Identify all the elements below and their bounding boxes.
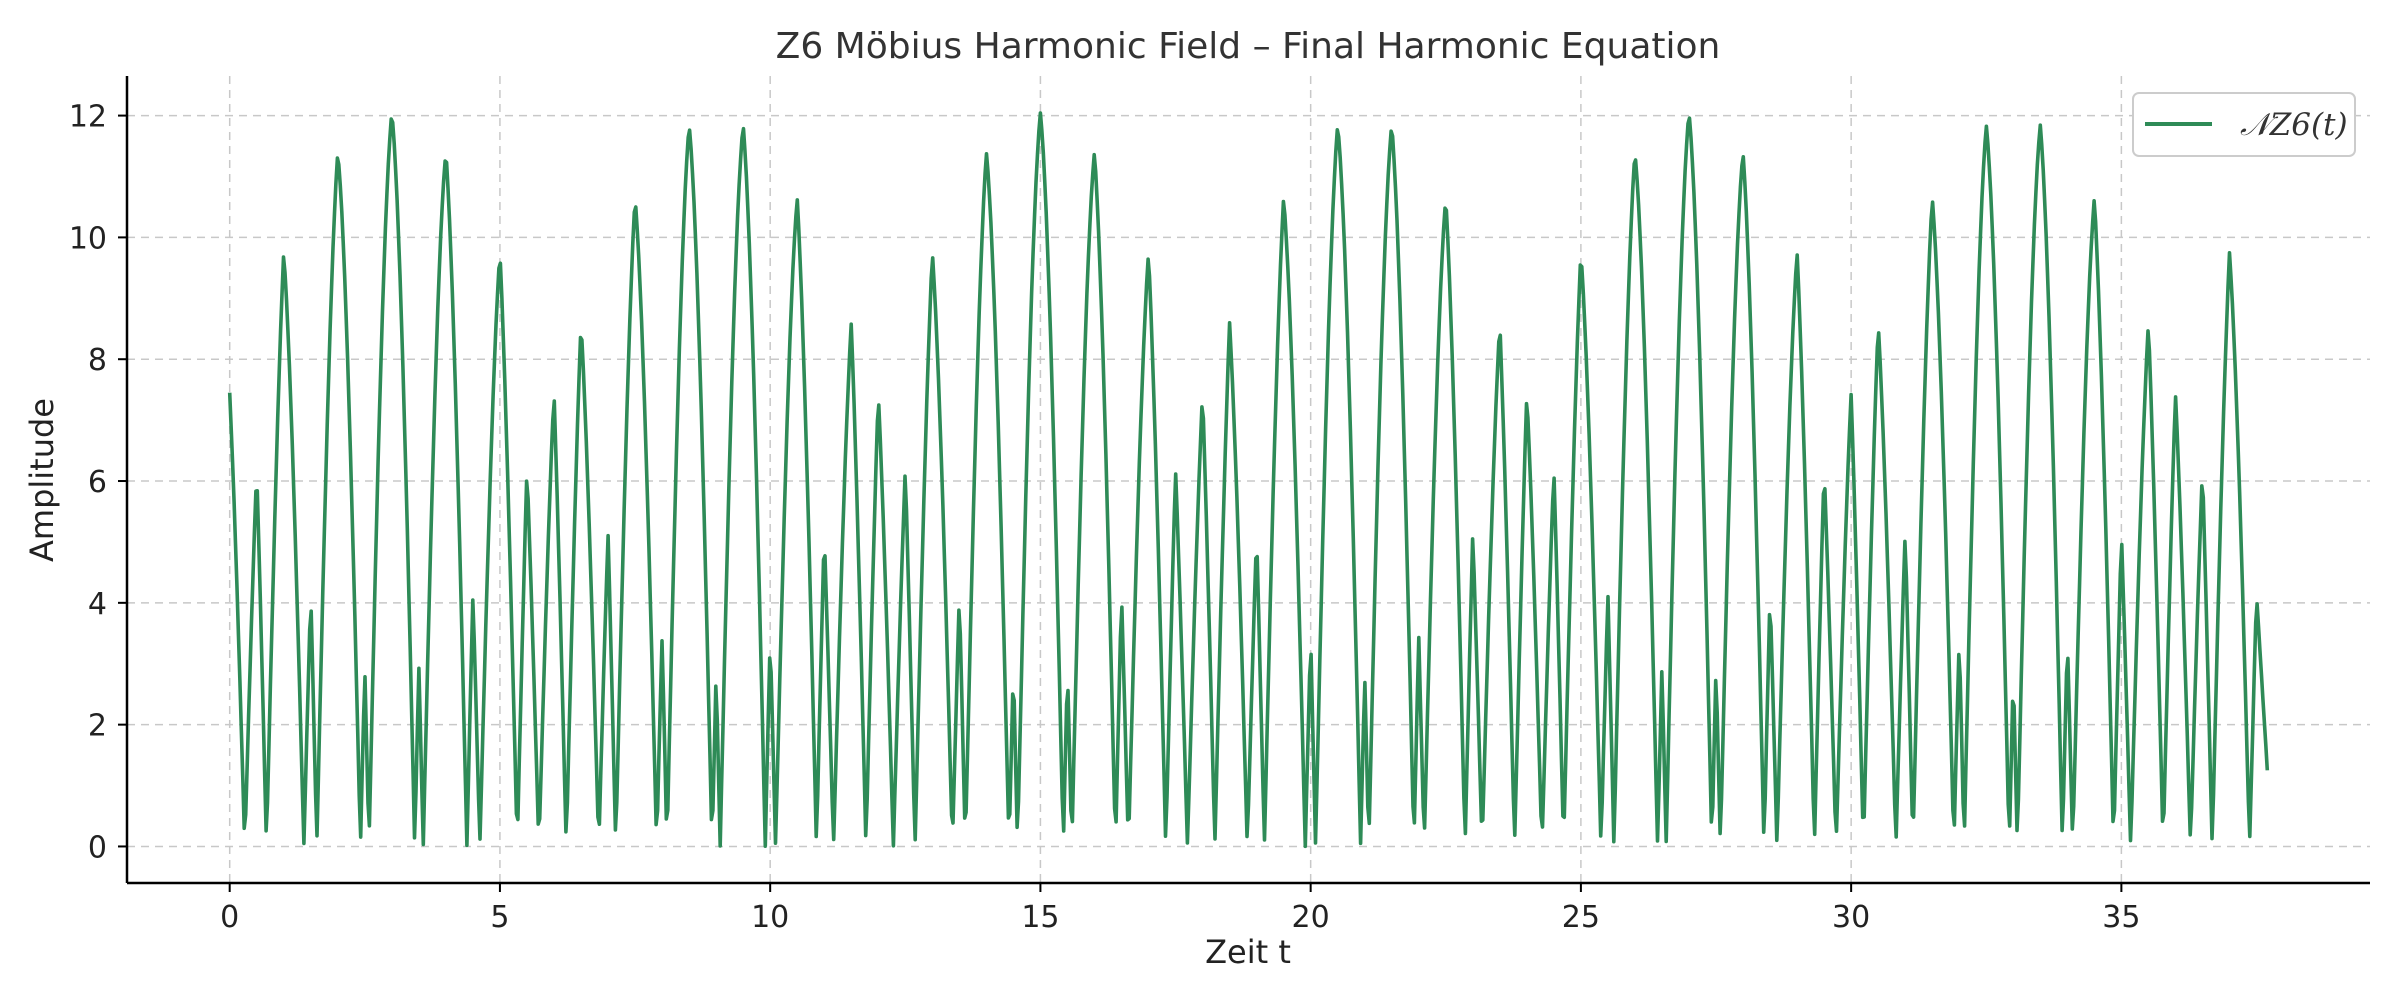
legend-label: 𝒩Z6(t) xyxy=(2240,107,2348,143)
series-line xyxy=(227,111,2270,849)
x-tick-label: 35 xyxy=(2102,900,2140,935)
y-tick-label: 10 xyxy=(69,221,107,256)
x-tick-label: 25 xyxy=(1562,900,1600,935)
y-tick-label: 12 xyxy=(69,100,107,135)
y-tick-label: 2 xyxy=(88,709,107,744)
x-tick-label: 20 xyxy=(1292,900,1330,935)
y-tick-label: 0 xyxy=(88,830,107,865)
x-tick-label: 10 xyxy=(751,900,789,935)
y-tick-label: 8 xyxy=(88,343,107,378)
series-group xyxy=(227,111,2270,849)
x-ticks: 0 5 10 15 20 25 30 35 xyxy=(220,883,2140,935)
y-tick-label: 6 xyxy=(88,465,107,500)
x-tick-label: 5 xyxy=(490,900,509,935)
y-tick-label: 4 xyxy=(88,587,107,622)
chart-title: Z6 Möbius Harmonic Field – Final Harmoni… xyxy=(776,26,1721,67)
x-tick-label: 15 xyxy=(1021,900,1059,935)
y-ticks: 0 2 4 6 8 10 12 xyxy=(69,100,127,865)
x-tick-label: 0 xyxy=(220,900,239,935)
legend-box xyxy=(2132,92,2356,157)
x-tick-label: 30 xyxy=(1832,900,1870,935)
grid xyxy=(127,76,2370,883)
legend[interactable]: 𝒩Z6(t) xyxy=(2132,92,2356,157)
y-axis-label: Amplitude xyxy=(23,398,61,562)
x-axis-label: Zeit t xyxy=(1205,933,1291,971)
